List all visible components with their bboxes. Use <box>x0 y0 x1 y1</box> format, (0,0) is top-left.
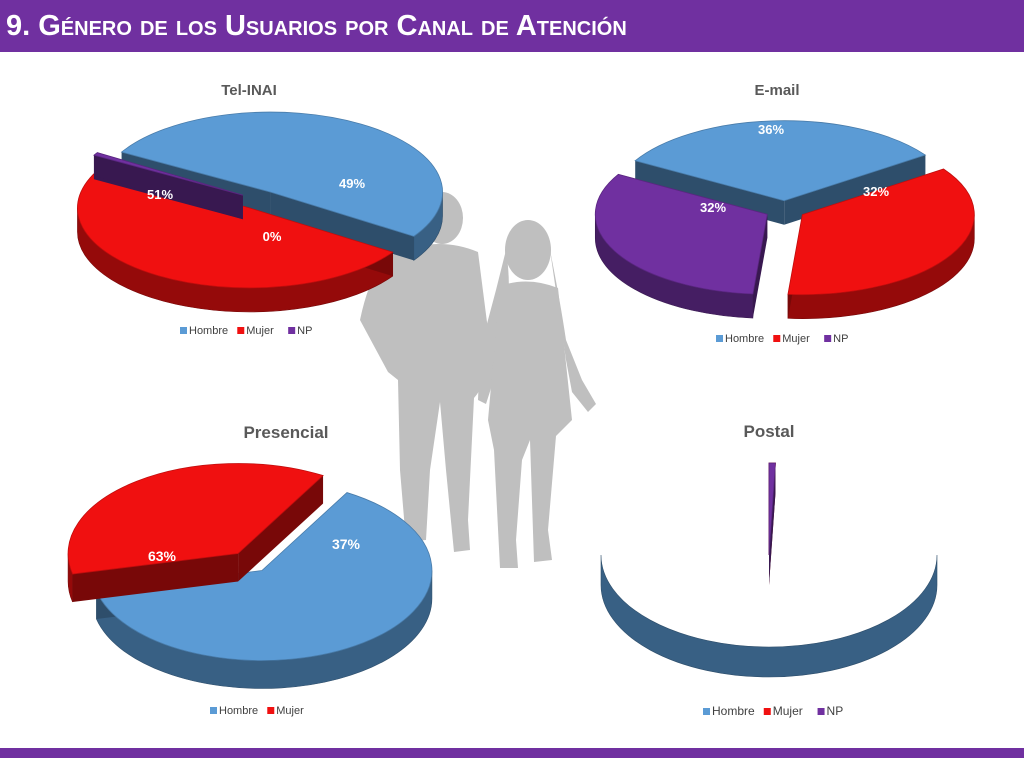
legend-swatch <box>180 327 187 334</box>
pie-slice-np <box>93 152 243 220</box>
pie-slice-np <box>768 462 776 585</box>
data-label: 37% <box>332 536 361 552</box>
data-label: 51% <box>147 187 173 202</box>
legend-swatch <box>763 708 771 715</box>
legend-item-np: NP <box>288 325 312 337</box>
legend-swatch <box>237 327 245 334</box>
legend-label: Mujer <box>276 705 304 717</box>
legend-label: Hombre <box>189 325 228 337</box>
pie-slice-mujer <box>67 463 324 603</box>
chart-title: Tel-INAI <box>221 82 277 99</box>
legend-item-mujer: Mujer <box>267 705 304 717</box>
legend-swatch <box>703 708 710 715</box>
legend-label: NP <box>833 333 848 345</box>
legend-item-hombre: Hombre <box>703 704 755 718</box>
data-label: 0% <box>263 229 282 244</box>
legend-swatch <box>773 335 781 342</box>
pie-chart-2: Presencial 63% 37% Hombre Mujer <box>67 423 433 717</box>
legend-item-hombre: Hombre <box>180 325 228 337</box>
legend-item-np: NP <box>824 333 848 345</box>
pie-slice-np <box>594 173 768 319</box>
data-label: 0% <box>828 569 849 585</box>
chart-title: Postal <box>743 422 794 441</box>
legend-label: Mujer <box>773 704 803 718</box>
legend-label: Hombre <box>712 704 755 718</box>
pie-slice-mujer <box>787 168 975 319</box>
chart-title: E-mail <box>754 82 799 99</box>
pie-chart-3: Postal 100% 0% Hombre Mujer NP <box>600 422 938 718</box>
legend-label: Mujer <box>782 333 810 345</box>
legend-item-mujer: Mujer <box>773 333 810 345</box>
legend-swatch <box>288 327 296 334</box>
legend-swatch <box>824 335 832 342</box>
footer-bar <box>0 748 1024 758</box>
data-label: 36% <box>758 122 784 137</box>
pie-chart-1: E-mail 32% 36% 32% Hombre Mujer NP <box>594 82 975 345</box>
data-label: 100% <box>716 483 752 499</box>
legend-item-hombre: Hombre <box>210 705 258 717</box>
chart-title: Presencial <box>243 423 328 442</box>
slide-title: 9. Género de los Usuarios por Canal de A… <box>6 10 627 42</box>
legend-label: Hombre <box>725 333 764 345</box>
legend-item-mujer: Mujer <box>237 325 274 337</box>
legend-swatch <box>267 707 275 714</box>
data-label: 49% <box>339 176 365 191</box>
data-label: 63% <box>148 548 177 564</box>
legend-label: Hombre <box>219 705 258 717</box>
pie-chart-0: Tel-INAI 51% 49% 0% Hombre Mujer NP <box>77 82 443 337</box>
legend-swatch <box>210 707 217 714</box>
legend-label: NP <box>827 704 844 718</box>
legend-swatch <box>716 335 723 342</box>
legend-item-mujer: Mujer <box>763 704 803 718</box>
title-banner: 9. Género de los Usuarios por Canal de A… <box>0 0 1024 52</box>
couple-silhouette-icon <box>360 192 596 568</box>
legend-label: NP <box>297 325 312 337</box>
legend-item-np: NP <box>817 704 844 718</box>
legend-label: Mujer <box>246 325 274 337</box>
legend-item-hombre: Hombre <box>716 333 764 345</box>
data-label: 32% <box>700 200 726 215</box>
data-label: 32% <box>863 184 889 199</box>
legend-swatch <box>817 708 825 715</box>
